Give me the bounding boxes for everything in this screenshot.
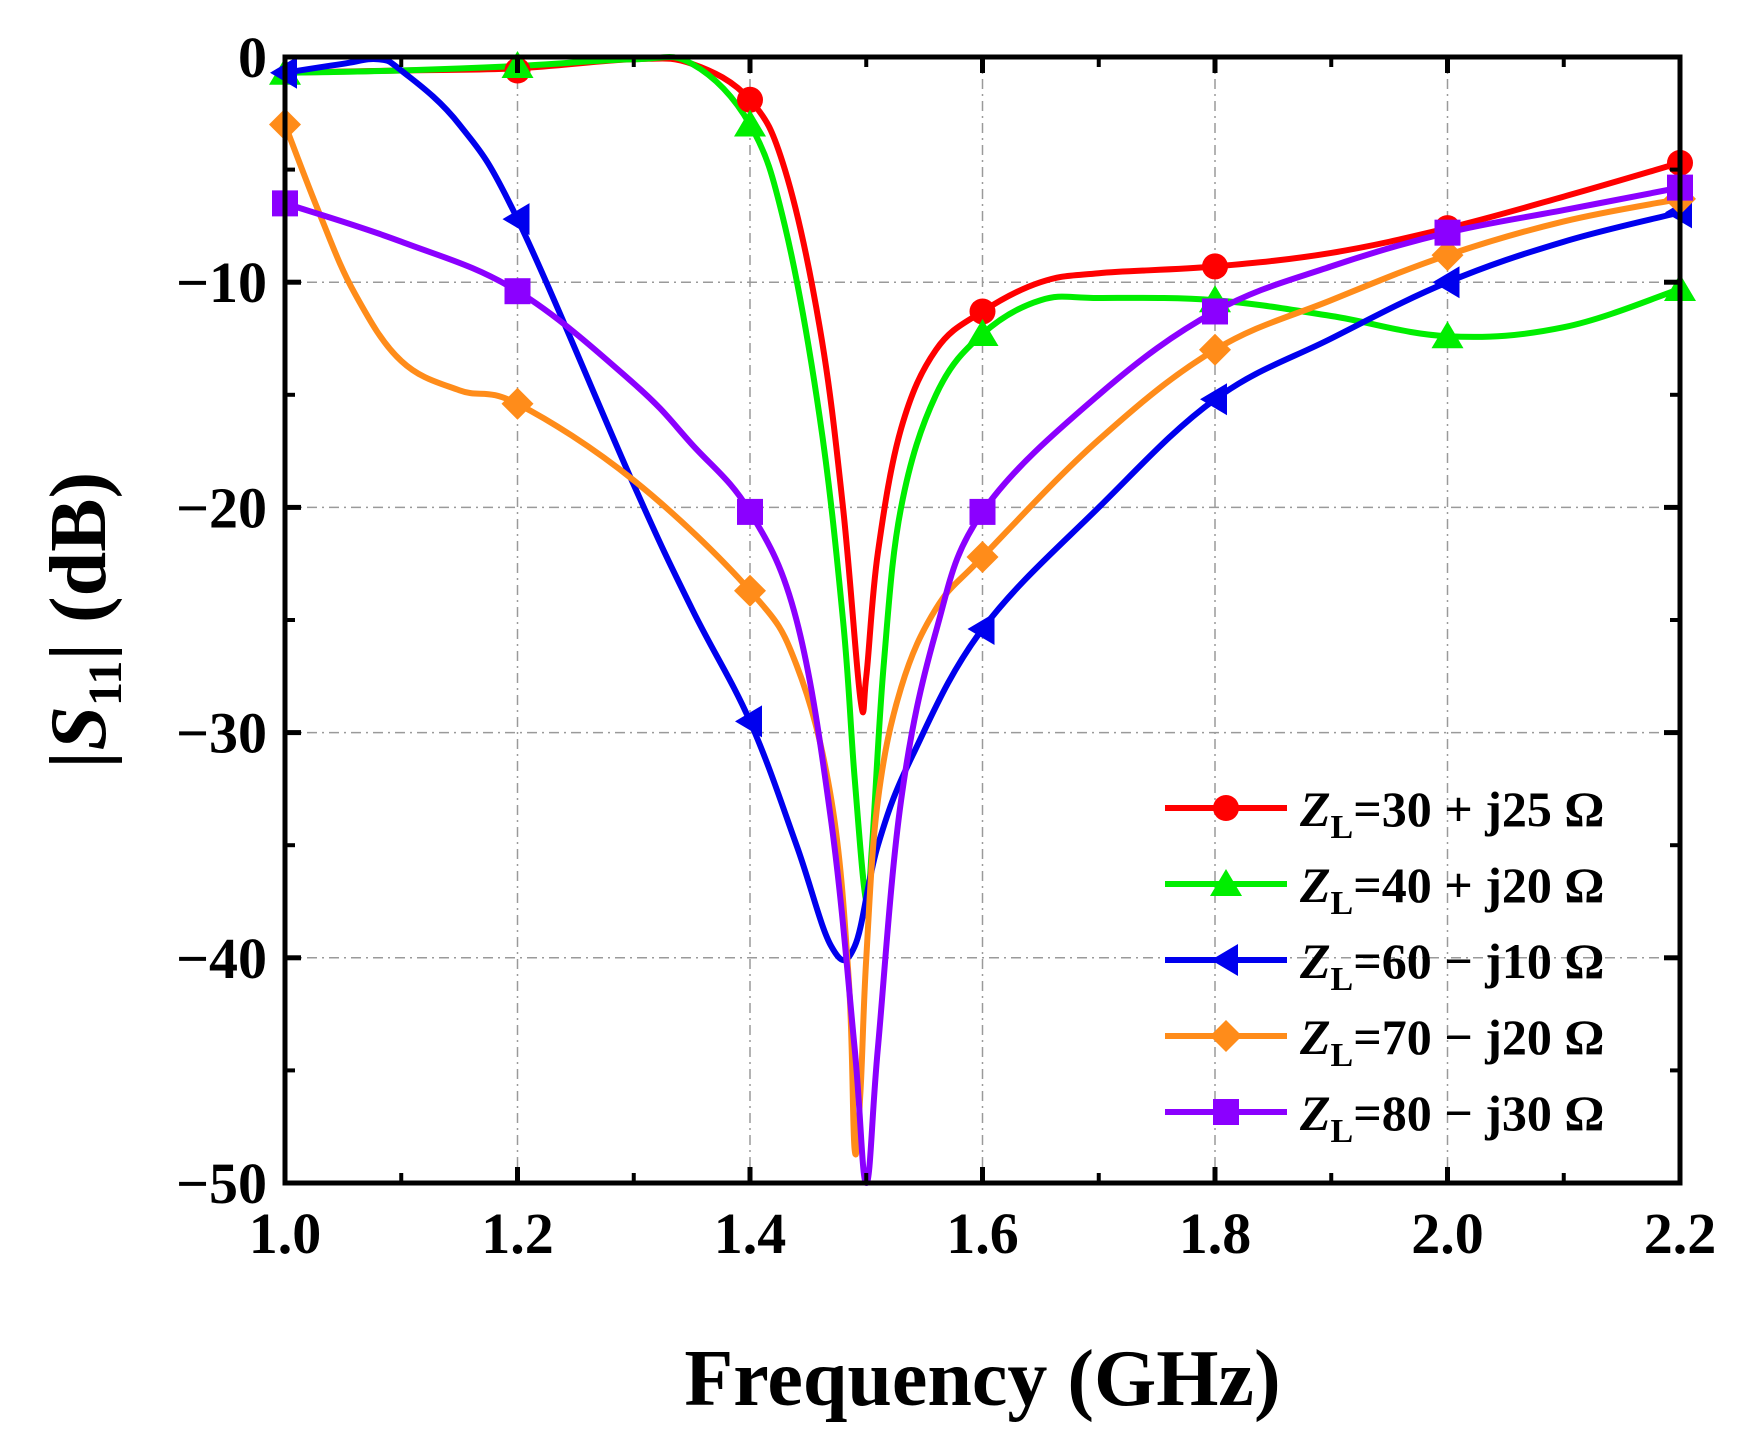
- data-point-series-5: [1202, 298, 1228, 325]
- y-tick-label: −20: [176, 475, 267, 540]
- legend-marker: [1211, 944, 1238, 976]
- legend-marker: [1210, 1020, 1242, 1052]
- y-tick-label: −40: [176, 926, 267, 991]
- y-tick-label: −30: [176, 701, 267, 766]
- legend-label-main: Z: [1299, 1009, 1331, 1065]
- y-axis-title: |S11| (dB): [35, 472, 132, 768]
- y-title-tail: | (dB): [35, 472, 123, 661]
- legend-label-main: Z: [1299, 1085, 1331, 1141]
- x-tick-label: 2.2: [1644, 1201, 1717, 1266]
- data-point-series-3: [502, 203, 530, 236]
- data-point-series-4: [1431, 239, 1464, 272]
- legend-label-rest: =30 + j25 Ω: [1353, 781, 1604, 837]
- legend-label-rest: =40 + j20 Ω: [1353, 857, 1604, 913]
- legend-label: ZL=80 − j30 Ω: [1299, 1085, 1604, 1150]
- x-tick-label: 1.2: [481, 1201, 554, 1266]
- legend-marker: [1210, 869, 1242, 896]
- legend-item-5: ZL=80 − j30 Ω: [1165, 1085, 1604, 1150]
- legend-label-sub: L: [1331, 809, 1354, 846]
- data-point-series-4: [734, 574, 766, 607]
- data-point-series-2: [1431, 321, 1464, 349]
- legend-item-1: ZL=30 + j25 Ω: [1165, 781, 1604, 846]
- data-point-series-1: [969, 298, 996, 325]
- y-title-sub: 11: [79, 661, 132, 706]
- legend-label: ZL=70 − j20 Ω: [1299, 1009, 1604, 1074]
- data-point-series-2: [966, 318, 999, 346]
- data-point-series-3: [967, 613, 995, 646]
- y-title-main: |S: [35, 706, 123, 768]
- y-tick-label: −50: [176, 1151, 267, 1216]
- data-point-series-5: [969, 498, 996, 525]
- x-tick-label: 1.4: [714, 1201, 787, 1266]
- legend-item-4: ZL=70 − j20 Ω: [1165, 1009, 1604, 1074]
- legend-label: ZL=40 + j20 Ω: [1299, 857, 1604, 922]
- y-tick-label: −10: [176, 250, 267, 315]
- legend-label-main: Z: [1299, 857, 1331, 913]
- legend-label-sub: L: [1331, 885, 1354, 922]
- series-line-5: [282, 184, 1683, 1186]
- legend-label-sub: L: [1331, 1037, 1354, 1074]
- legend-label: ZL=60 − j10 Ω: [1299, 933, 1604, 998]
- series-line-3: [282, 56, 1683, 964]
- data-point-series-4: [501, 387, 534, 420]
- legend-item-2: ZL=40 + j20 Ω: [1165, 857, 1604, 922]
- data-point-series-1: [737, 86, 763, 113]
- legend-label-rest: =80 − j30 Ω: [1353, 1085, 1604, 1141]
- data-point-series-4: [966, 540, 999, 573]
- legend-label-sub: L: [1331, 961, 1354, 998]
- data-point-series-3: [735, 705, 762, 738]
- legend-item-3: ZL=60 − j10 Ω: [1165, 933, 1604, 998]
- ticks: 1.0 1.2 1.4 1.6 1.8 2.0 2.2 0 −10 −20 −30 −40 −50: [176, 25, 1716, 1266]
- data-point-series-3: [1432, 266, 1460, 299]
- legend-label-sub: L: [1331, 1113, 1354, 1150]
- legend-label: ZL=30 + j25 Ω: [1299, 781, 1604, 846]
- data-point-series-5: [737, 498, 763, 525]
- legend-label-rest: =60 − j10 Ω: [1353, 933, 1604, 989]
- data-point-series-5: [1434, 219, 1461, 246]
- legend-label-main: Z: [1299, 933, 1331, 989]
- svg-text:|S11| (dB): |S11| (dB): [35, 472, 132, 768]
- x-axis-title: Frequency (GHz): [684, 1335, 1280, 1423]
- x-tick-label: 1.6: [946, 1201, 1019, 1266]
- x-tick-label: 1.0: [249, 1201, 322, 1266]
- legend-label-main: Z: [1299, 781, 1331, 837]
- x-tick-label: 1.8: [1179, 1201, 1252, 1266]
- data-point-series-5: [504, 278, 531, 305]
- data-point-series-4: [1199, 333, 1231, 366]
- legend-marker: [1213, 795, 1239, 821]
- legend: ZL=30 + j25 ΩZL=40 + j20 ΩZL=60 − j10 ΩZ…: [1165, 781, 1604, 1150]
- legend-marker: [1213, 1099, 1239, 1125]
- series-layer: [282, 53, 1683, 1186]
- data-point-series-1: [1202, 253, 1228, 280]
- legend-label-rest: =70 − j20 Ω: [1353, 1009, 1604, 1065]
- data-point-series-2: [734, 109, 766, 137]
- x-tick-label: 2.0: [1411, 1201, 1484, 1266]
- data-point-series-3: [1200, 383, 1227, 416]
- y-tick-label: 0: [238, 25, 267, 90]
